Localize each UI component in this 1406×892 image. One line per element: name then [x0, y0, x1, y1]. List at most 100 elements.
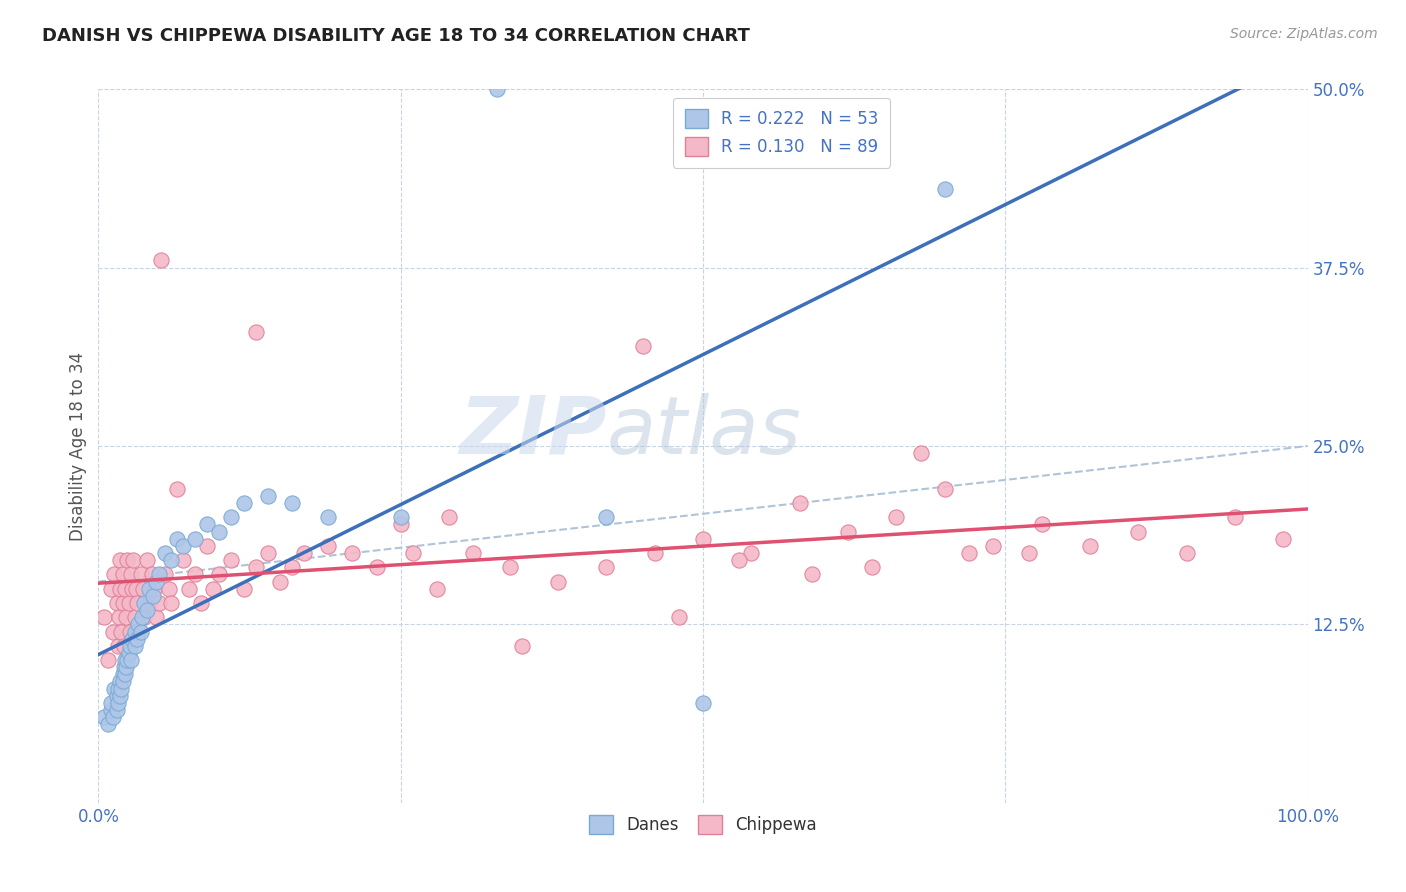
- Point: [389, 517, 412, 532]
- Point: [316, 539, 339, 553]
- Point: [179, 582, 201, 596]
- Point: [184, 567, 207, 582]
- Point: [93, 610, 115, 624]
- Point: [93, 710, 115, 724]
- Y-axis label: Disability Age 18 to 34: Disability Age 18 to 34: [69, 351, 87, 541]
- Text: DANISH VS CHIPPEWA DISABILITY AGE 18 TO 34 CORRELATION CHART: DANISH VS CHIPPEWA DISABILITY AGE 18 TO …: [42, 27, 749, 45]
- Point: [195, 517, 218, 532]
- Point: [981, 539, 1004, 553]
- Point: [256, 489, 278, 503]
- Point: [134, 610, 156, 624]
- Point: [135, 553, 157, 567]
- Point: [111, 667, 134, 681]
- Point: [498, 560, 520, 574]
- Point: [107, 681, 129, 696]
- Point: [886, 510, 908, 524]
- Point: [108, 689, 131, 703]
- Point: [135, 603, 157, 617]
- Point: [402, 546, 425, 560]
- Point: [934, 182, 956, 196]
- Point: [389, 510, 412, 524]
- Point: [112, 660, 135, 674]
- Point: [127, 617, 149, 632]
- Point: [740, 546, 762, 560]
- Point: [107, 696, 129, 710]
- Point: [111, 567, 134, 582]
- Point: [114, 582, 136, 596]
- Point: [860, 560, 883, 574]
- Point: [232, 582, 254, 596]
- Point: [172, 539, 194, 553]
- Point: [157, 582, 180, 596]
- Point: [111, 674, 134, 689]
- Point: [160, 596, 183, 610]
- Point: [292, 546, 315, 560]
- Point: [269, 574, 291, 589]
- Point: [108, 553, 131, 567]
- Point: [789, 496, 811, 510]
- Point: [245, 560, 267, 574]
- Point: [127, 632, 149, 646]
- Point: [195, 539, 218, 553]
- Point: [1128, 524, 1150, 539]
- Point: [114, 667, 136, 681]
- Point: [100, 696, 122, 710]
- Point: [692, 696, 714, 710]
- Point: [190, 596, 212, 610]
- Point: [631, 339, 654, 353]
- Point: [153, 546, 176, 560]
- Point: [117, 653, 139, 667]
- Point: [115, 660, 138, 674]
- Point: [103, 681, 125, 696]
- Point: [114, 653, 136, 667]
- Point: [957, 546, 980, 560]
- Point: [245, 325, 267, 339]
- Point: [141, 567, 163, 582]
- Point: [100, 703, 122, 717]
- Point: [595, 560, 617, 574]
- Point: [122, 553, 145, 567]
- Point: [153, 567, 176, 582]
- Point: [118, 646, 141, 660]
- Point: [108, 674, 131, 689]
- Point: [132, 582, 155, 596]
- Point: [105, 689, 128, 703]
- Point: [97, 717, 120, 731]
- Point: [105, 703, 128, 717]
- Point: [118, 596, 141, 610]
- Point: [118, 639, 141, 653]
- Point: [437, 510, 460, 524]
- Point: [129, 567, 152, 582]
- Point: [910, 446, 932, 460]
- Point: [124, 624, 146, 639]
- Point: [127, 596, 149, 610]
- Point: [148, 596, 170, 610]
- Point: [668, 610, 690, 624]
- Point: [107, 639, 129, 653]
- Point: [1031, 517, 1053, 532]
- Point: [728, 553, 751, 567]
- Point: [202, 582, 225, 596]
- Text: atlas: atlas: [606, 392, 801, 471]
- Point: [110, 681, 132, 696]
- Point: [172, 553, 194, 567]
- Point: [166, 482, 188, 496]
- Point: [366, 560, 388, 574]
- Point: [221, 553, 243, 567]
- Point: [426, 582, 449, 596]
- Point: [316, 510, 339, 524]
- Point: [208, 567, 231, 582]
- Point: [131, 610, 153, 624]
- Point: [166, 532, 188, 546]
- Point: [208, 524, 231, 539]
- Point: [486, 82, 509, 96]
- Point: [934, 482, 956, 496]
- Point: [117, 553, 139, 567]
- Point: [1078, 539, 1101, 553]
- Text: ZIP: ZIP: [458, 392, 606, 471]
- Point: [125, 582, 148, 596]
- Point: [108, 582, 131, 596]
- Point: [1223, 510, 1246, 524]
- Point: [145, 574, 167, 589]
- Point: [142, 589, 165, 603]
